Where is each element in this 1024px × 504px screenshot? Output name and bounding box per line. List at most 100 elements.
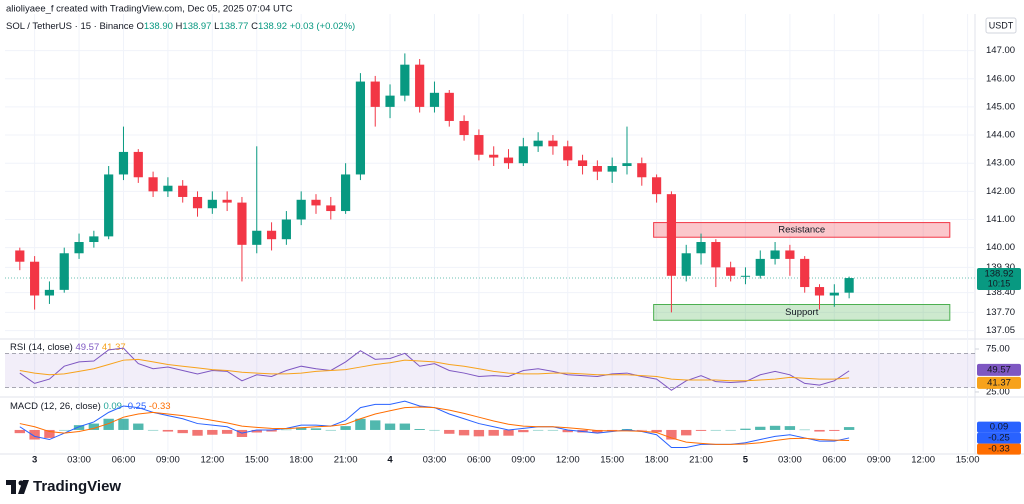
value-box-label: 41.37 <box>987 377 1011 388</box>
x-tick-label: 03:00 <box>67 455 91 466</box>
candle-body <box>637 163 647 178</box>
value-box-label: -0.33 <box>988 444 1010 455</box>
histogram-bar <box>44 429 55 438</box>
x-tick-label: 21:00 <box>689 455 713 466</box>
candle-body <box>459 120 469 136</box>
candle-body <box>74 242 84 254</box>
value-box <box>977 421 1021 433</box>
candle-body <box>148 177 158 192</box>
histogram-bar <box>740 428 751 430</box>
candle-body <box>814 287 825 296</box>
histogram-bar <box>681 429 692 436</box>
candle-body <box>489 154 499 158</box>
header-title: alioliyaee_f created with TradingView.co… <box>6 4 293 15</box>
candle-body <box>296 199 306 220</box>
histogram-bar <box>251 429 262 433</box>
zone <box>653 304 951 321</box>
x-tick-label: 09:00 <box>156 455 180 466</box>
histogram-bar <box>725 429 736 431</box>
x-tick-label: 15:00 <box>245 455 269 466</box>
candle-body <box>192 196 203 209</box>
histogram-bar <box>769 425 781 430</box>
change: +0.03 (+0.02%) <box>290 21 356 32</box>
candle-body <box>474 135 484 155</box>
zone <box>653 222 951 238</box>
indicator-title: RSI (14, close) <box>10 342 73 353</box>
y-tick-label: 25.00 <box>986 386 1010 397</box>
last-price-box <box>977 268 1021 291</box>
histogram-bar <box>562 429 573 433</box>
candle-body <box>415 64 425 107</box>
x-tick-label: 5 <box>743 455 749 466</box>
candle-body <box>770 250 780 259</box>
candle-body <box>503 157 514 164</box>
candle-body <box>207 199 217 209</box>
candle-body <box>59 253 69 290</box>
histogram-bar <box>636 429 647 431</box>
value-box-label: 49.57 <box>987 364 1011 375</box>
x-tick-label: 03:00 <box>423 455 447 466</box>
value-box-label: -0.25 <box>988 433 1010 444</box>
indicator-legend: RSI (14, close) 49.57 41.37 <box>10 342 126 353</box>
candle-body <box>104 174 114 237</box>
candle-body <box>563 146 573 161</box>
histogram-bar <box>532 429 544 431</box>
x-tick-label: 12:00 <box>200 455 224 466</box>
brand-logo <box>6 480 29 494</box>
legend: SOL / TetherUS · 15 · Binance O138.90 H1… <box>6 21 355 32</box>
candle-body <box>711 242 721 268</box>
indicator-legend: MACD (12, 26, close) 0.09 -0.25 -0.33 <box>10 401 171 412</box>
x-tick-label: 3 <box>32 455 37 466</box>
candle-body <box>592 166 602 172</box>
x-tick-label: 18:00 <box>289 455 313 466</box>
value-box <box>977 363 1021 376</box>
histogram-bar <box>296 427 307 430</box>
histogram-bar <box>695 429 707 431</box>
candle-body <box>118 151 129 175</box>
candle-body <box>518 146 528 164</box>
y-tick-label: 145.00 <box>986 101 1015 112</box>
histogram-bar <box>325 429 336 431</box>
candle-body <box>429 92 440 107</box>
candle-body <box>133 151 143 178</box>
candle-body <box>607 166 617 172</box>
candle-body <box>533 140 543 147</box>
indicator-line <box>19 406 850 445</box>
candle-body <box>355 81 366 175</box>
candle-body <box>755 258 765 276</box>
histogram-bar <box>29 429 40 440</box>
last-price: 138.92 <box>984 269 1013 280</box>
y-tick-label: 75.00 <box>986 344 1010 355</box>
candle-body <box>30 261 40 296</box>
y-tick-label: 137.70 <box>986 307 1015 318</box>
indicator-value: 49.57 <box>75 342 99 353</box>
histogram-bar <box>118 418 129 430</box>
candle-body <box>726 267 736 276</box>
candle-body <box>266 230 277 240</box>
histogram-bar <box>221 429 233 434</box>
histogram-bar <box>384 423 396 430</box>
histogram-bar <box>651 429 662 433</box>
y-tick-label: 142.00 <box>986 186 1015 197</box>
histogram-bar <box>310 428 322 430</box>
candle-body <box>237 202 247 245</box>
value-box-label: 0.09 <box>990 422 1009 433</box>
indicator-value: -0.33 <box>149 401 171 412</box>
logo-dot <box>18 480 24 486</box>
value-box <box>977 432 1021 444</box>
candle-body <box>252 230 262 245</box>
histogram-bar <box>488 429 499 436</box>
histogram-bar <box>192 429 203 436</box>
candle-body <box>281 219 291 240</box>
candle-body <box>400 64 410 96</box>
x-tick-label: 15:00 <box>600 455 624 466</box>
histogram-bar <box>73 425 85 430</box>
candle-body <box>681 253 691 276</box>
histogram-bar <box>547 429 559 431</box>
x-tick-label: 21:00 <box>334 455 358 466</box>
y-tick-label: 139.30 <box>986 262 1015 273</box>
y-tick-label: 147.00 <box>986 45 1015 56</box>
candle-body <box>666 194 677 276</box>
indicator-value: 41.37 <box>102 342 126 353</box>
y-tick-label: 144.00 <box>986 130 1015 141</box>
